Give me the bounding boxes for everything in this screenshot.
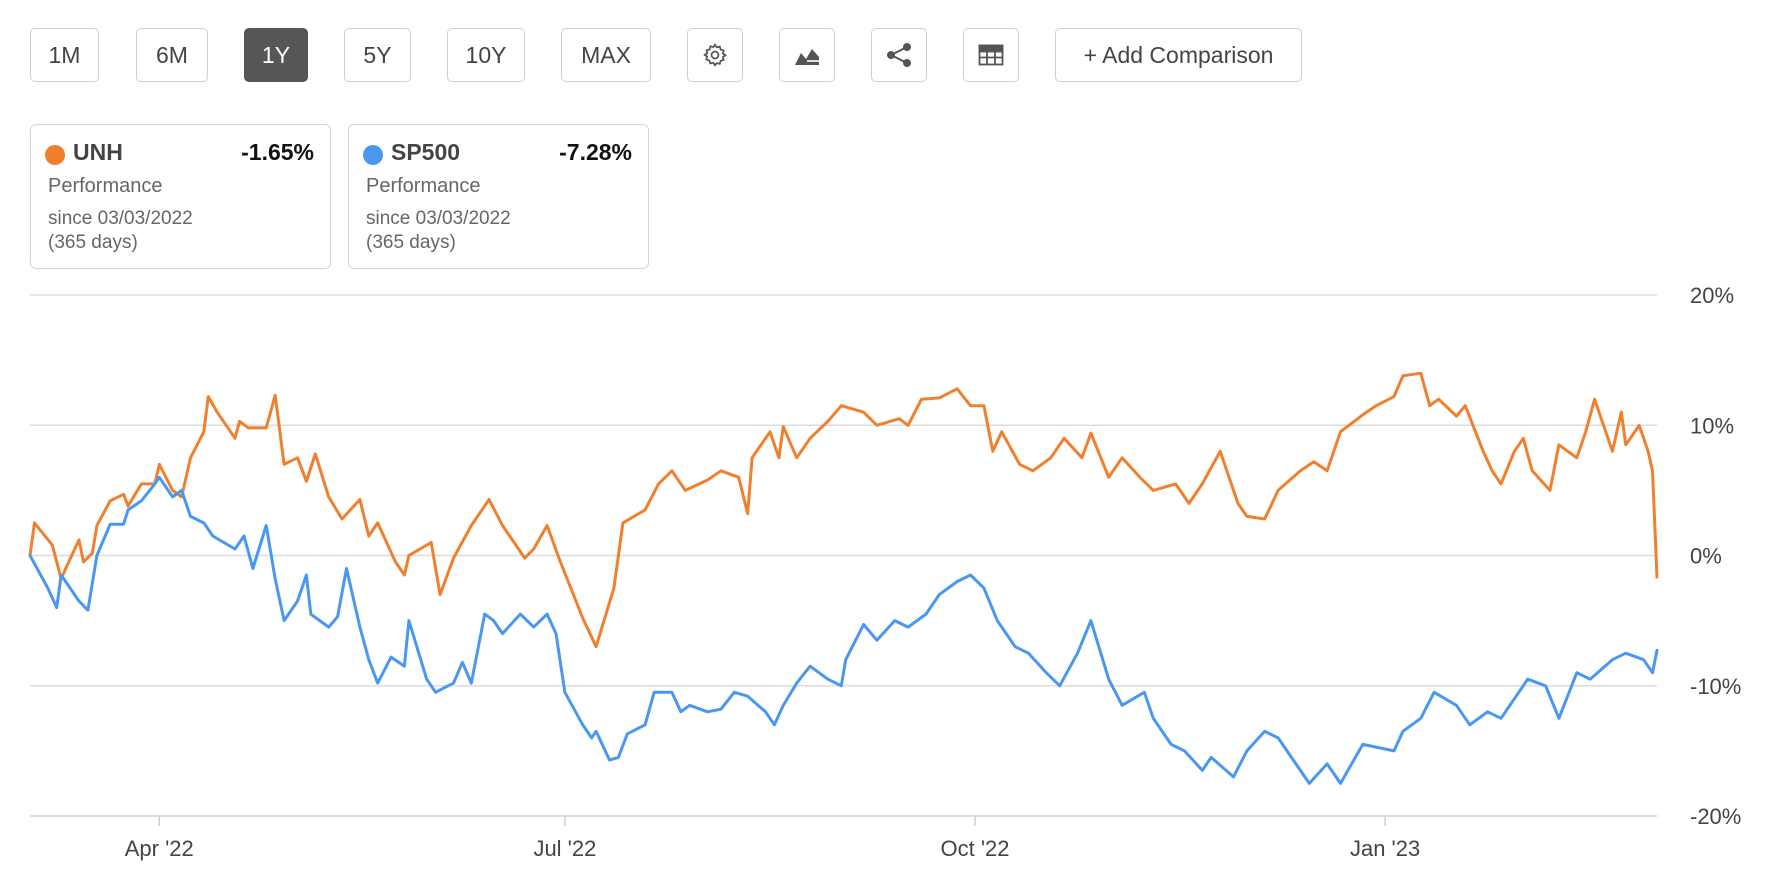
range-button-10y[interactable]: 10Y: [447, 28, 525, 82]
range-button-6m[interactable]: 6M: [136, 28, 208, 82]
table-button[interactable]: [963, 28, 1019, 82]
x-tick-label: Jan '23: [1350, 836, 1420, 861]
x-tick-label: Oct '22: [940, 836, 1009, 861]
since-date: since 03/03/2022: [366, 208, 511, 229]
share-button[interactable]: [871, 28, 927, 82]
chart-type-button[interactable]: [779, 28, 835, 82]
series-line-unh[interactable]: [28, 371, 1659, 649]
chart-type-icon: [793, 43, 821, 67]
y-tick-label: 0%: [1690, 544, 1722, 569]
performance-value: -7.28%: [559, 139, 632, 165]
since-text: since 03/03/2022 (365 days): [48, 207, 318, 255]
share-icon: [885, 42, 913, 68]
performance-label: Performance: [366, 175, 481, 197]
series-color-dot: [45, 145, 65, 165]
performance-label: Performance: [48, 175, 163, 197]
y-tick-label: -10%: [1690, 674, 1741, 699]
performance-chart[interactable]: 20% 10% 0% -10% -20% Apr '22 Jul '22 Oct '22 Ja…: [0, 270, 1774, 886]
series-line-sp500[interactable]: [28, 475, 1659, 785]
since-text: since 03/03/2022 (365 days): [366, 207, 636, 255]
x-axis-labels: Apr '22 Jul '22 Oct '22 Jan '23: [125, 816, 1420, 861]
since-days: (365 days): [366, 232, 456, 253]
range-button-max[interactable]: MAX: [561, 28, 651, 82]
legend-card-unh: UNH -1.65% Performance since 03/03/2022 …: [30, 124, 331, 269]
series-symbol: UNH: [73, 139, 123, 165]
range-button-1m[interactable]: 1M: [30, 28, 99, 82]
y-axis-labels: 20% 10% 0% -10% -20%: [1690, 283, 1741, 829]
performance-value: -1.65%: [241, 139, 314, 165]
y-tick-label: 20%: [1690, 283, 1734, 308]
table-icon: [978, 44, 1004, 66]
y-tick-label: -20%: [1690, 804, 1741, 829]
legend-card-sp500: SP500 -7.28% Performance since 03/03/202…: [348, 124, 649, 269]
y-tick-label: 10%: [1690, 413, 1734, 438]
series-color-dot: [363, 145, 383, 165]
add-comparison-button[interactable]: + Add Comparison: [1055, 28, 1302, 82]
toolbar: 1M 6M 1Y 5Y 10Y MAX: [0, 0, 1774, 90]
settings-button[interactable]: [687, 28, 743, 82]
series-lines: [28, 371, 1659, 785]
x-tick-label: Jul '22: [533, 836, 596, 861]
x-tick-label: Apr '22: [125, 836, 194, 861]
gear-icon: [702, 42, 728, 68]
range-button-5y[interactable]: 5Y: [344, 28, 411, 82]
range-button-1y[interactable]: 1Y: [244, 28, 308, 82]
series-symbol: SP500: [391, 139, 461, 165]
since-date: since 03/03/2022: [48, 208, 193, 229]
since-days: (365 days): [48, 232, 138, 253]
